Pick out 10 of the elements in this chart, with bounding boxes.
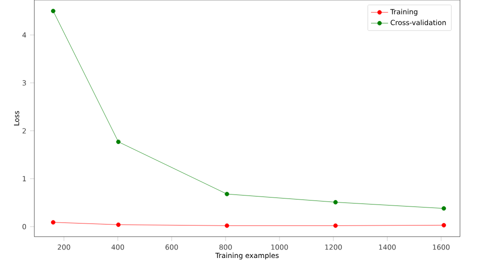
point: [224, 192, 230, 196]
point: [116, 140, 121, 144]
point: [333, 224, 338, 228]
point: [50, 8, 56, 14]
point: [442, 223, 446, 228]
point: [333, 200, 338, 205]
point: [50, 220, 56, 225]
point: [442, 206, 446, 211]
point: [116, 222, 121, 228]
point: [224, 224, 230, 228]
